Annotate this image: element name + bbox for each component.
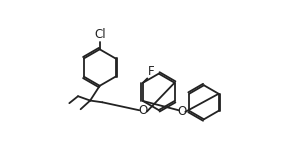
Text: O: O [139,104,148,117]
Text: O: O [177,105,187,118]
Text: F: F [148,65,154,78]
Text: Cl: Cl [94,28,105,41]
